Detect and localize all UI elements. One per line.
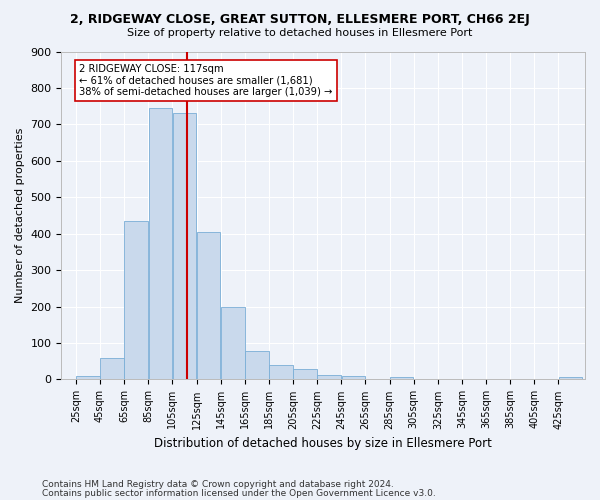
Y-axis label: Number of detached properties: Number of detached properties (15, 128, 25, 303)
Bar (559, 376, 583, 380)
Bar (293, 369, 317, 380)
Bar (100, 358, 124, 380)
Bar (149, 108, 172, 380)
Bar (390, 376, 413, 380)
Text: Size of property relative to detached houses in Ellesmere Port: Size of property relative to detached ho… (127, 28, 473, 38)
Bar (317, 375, 341, 380)
Bar (221, 306, 245, 380)
Bar (341, 376, 365, 380)
Text: Contains HM Land Registry data © Crown copyright and database right 2024.: Contains HM Land Registry data © Crown c… (42, 480, 394, 489)
Bar (76, 376, 100, 380)
Bar (269, 365, 293, 380)
Bar (173, 114, 196, 380)
Text: 2, RIDGEWAY CLOSE, GREAT SUTTON, ELLESMERE PORT, CH66 2EJ: 2, RIDGEWAY CLOSE, GREAT SUTTON, ELLESME… (70, 12, 530, 26)
Bar (124, 221, 148, 380)
Bar (245, 351, 269, 380)
Text: Contains public sector information licensed under the Open Government Licence v3: Contains public sector information licen… (42, 488, 436, 498)
Bar (197, 232, 220, 380)
X-axis label: Distribution of detached houses by size in Ellesmere Port: Distribution of detached houses by size … (154, 437, 492, 450)
Text: 2 RIDGEWAY CLOSE: 117sqm
← 61% of detached houses are smaller (1,681)
38% of sem: 2 RIDGEWAY CLOSE: 117sqm ← 61% of detach… (79, 64, 333, 98)
